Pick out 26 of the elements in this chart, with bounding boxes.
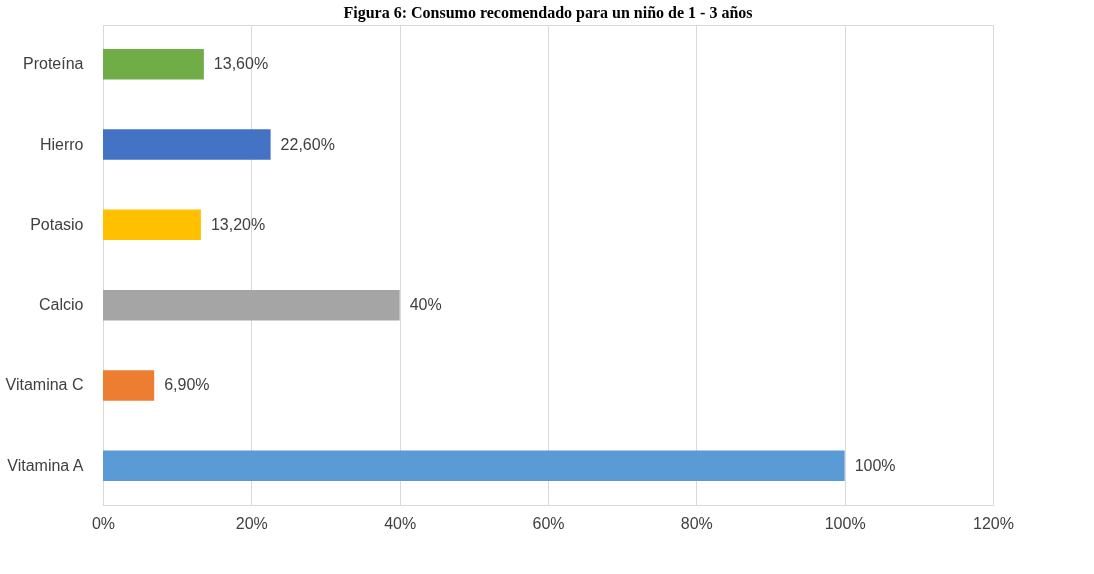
x-tick-label: 120%	[973, 514, 1014, 532]
bar	[103, 370, 155, 401]
data-label: 40%	[409, 296, 442, 314]
data-label: 100%	[854, 456, 896, 474]
data-label: 6,90%	[164, 376, 210, 394]
y-tick-label: Potasio	[30, 215, 84, 233]
data-label: 13,20%	[210, 215, 266, 233]
y-tick-label: Calcio	[39, 296, 84, 314]
y-tick-label: Proteína	[23, 55, 84, 73]
bar	[103, 209, 201, 241]
x-tick-label: 40%	[384, 514, 417, 532]
bar	[103, 49, 204, 80]
chart-title: Figura 6: Consumo recomendado para un niño de 1 - 3 años	[343, 4, 753, 22]
y-tick-label: Vitamina A	[7, 456, 84, 474]
bar	[103, 450, 845, 481]
x-tick-label: 80%	[680, 514, 713, 532]
x-tick-label: 60%	[532, 514, 565, 532]
x-tick-label: 0%	[91, 514, 116, 532]
data-label: 22,60%	[280, 135, 335, 153]
x-tick-label: 20%	[235, 514, 268, 532]
data-label: 13,60%	[213, 55, 269, 73]
bar	[103, 129, 271, 160]
y-tick-label: Hierro	[39, 135, 84, 153]
bar	[103, 289, 400, 321]
x-tick-label: 100%	[824, 514, 866, 532]
y-tick-label: Vitamina C	[5, 376, 84, 394]
